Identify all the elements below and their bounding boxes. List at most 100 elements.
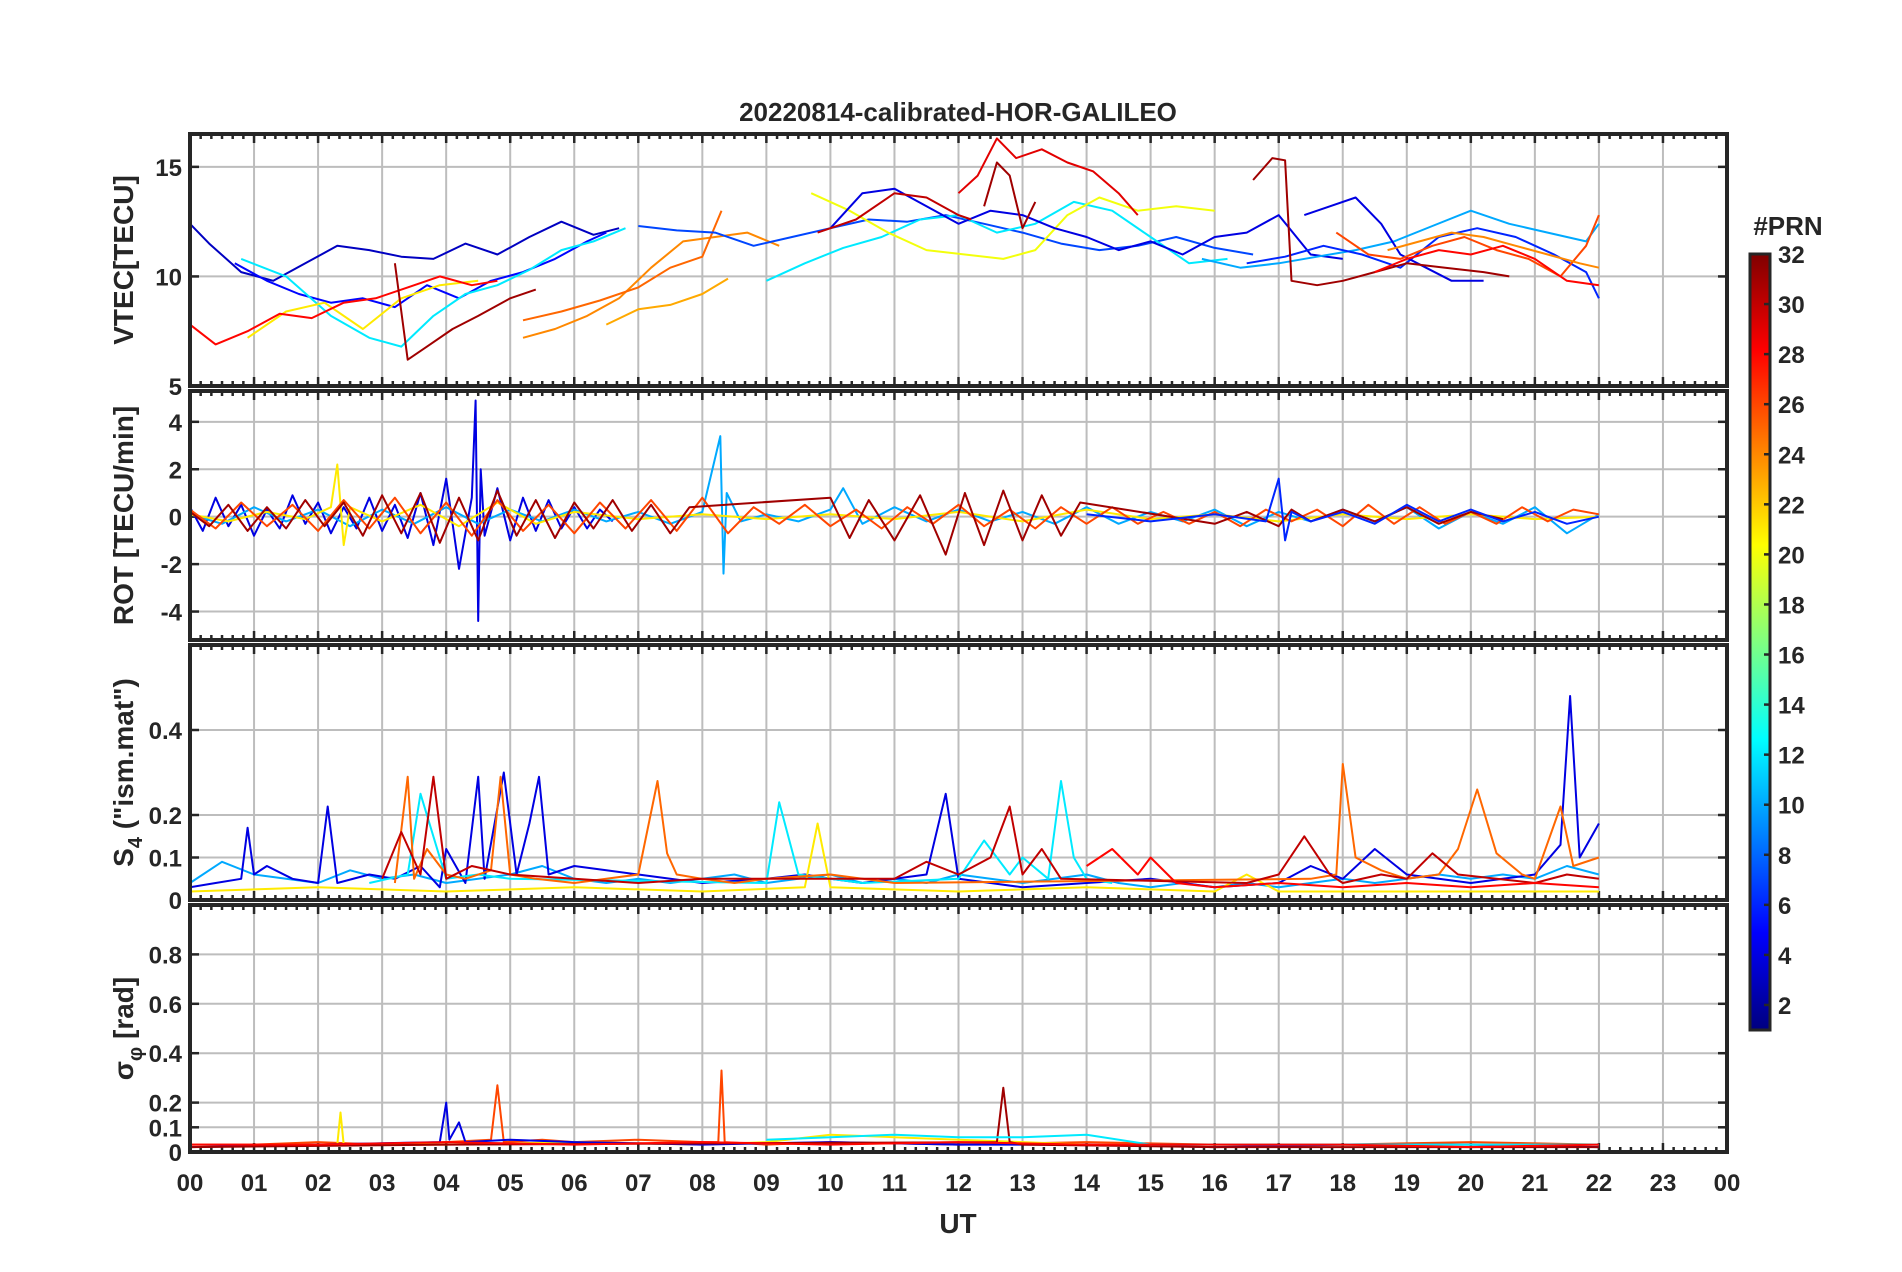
series-line-prn-6 [1086, 477, 1600, 542]
y-tick-label: 2 [169, 457, 182, 484]
y-axis-label-sub: φ [125, 1047, 147, 1061]
y-axis-label: σφ [rad] [108, 977, 147, 1080]
x-tick-label: 08 [689, 1170, 716, 1197]
colorbar-tick-label: 6 [1778, 893, 1791, 920]
panel-rot: -4 -2 0 2 4 ROT [TECU/min] [108, 389, 1729, 642]
y-axis-label-rest: ("ism.mat") [108, 678, 139, 837]
x-tick-label: 22 [1586, 1170, 1613, 1197]
series-line-prn-12 [240, 227, 626, 348]
colorbar-tick-label: 20 [1778, 542, 1805, 569]
colorbar-tick-label: 16 [1778, 643, 1805, 670]
series-line-prn-31 [190, 489, 1504, 556]
series-line-prn-21 [190, 822, 1599, 893]
colorbar-tick-label: 26 [1778, 392, 1805, 419]
y-tick-label: 0.6 [149, 992, 182, 1019]
colorbar-tick-label: 10 [1778, 793, 1805, 820]
series-group [190, 137, 1600, 361]
x-tick-label: 09 [753, 1170, 780, 1197]
series-line-prn-24 [522, 231, 780, 339]
y-tick-label: 0.1 [149, 1115, 182, 1142]
colorbar-tick-label: 8 [1778, 843, 1791, 870]
colorbar-tick-label: 30 [1778, 292, 1805, 319]
series-line-prn-3 [190, 220, 620, 282]
y-tick-label: 10 [155, 264, 182, 291]
colorbar-fill [1750, 254, 1770, 1030]
panel-frame [188, 389, 1729, 642]
series-line-prn-21 [247, 279, 479, 339]
series-line-prn-28 [1374, 244, 1600, 287]
x-tick-label: 16 [1201, 1170, 1228, 1197]
series-line-prn-28 [190, 275, 498, 346]
y-tick-label: 15 [155, 155, 182, 182]
y-tick-label: 0 [169, 1140, 182, 1167]
x-tick-label: 00 [1714, 1170, 1741, 1197]
y-tick-label: 4 [169, 410, 183, 437]
x-tick-label: 15 [1137, 1170, 1164, 1197]
series-group [190, 399, 1600, 622]
x-tick-label: 17 [1265, 1170, 1292, 1197]
x-tick-label: 02 [305, 1170, 332, 1197]
panel-frame [188, 643, 1729, 902]
x-tick-label: 03 [369, 1170, 396, 1197]
x-tick-label: 18 [1329, 1170, 1356, 1197]
y-axis-label-sub: 4 [125, 836, 147, 848]
y-axis-label-main: S [108, 848, 139, 867]
colorbar-frame [1748, 252, 1772, 1032]
colorbar-tick-label: 22 [1778, 492, 1805, 519]
x-tick-label: 04 [433, 1170, 460, 1197]
y-tick-label: 0.2 [149, 803, 182, 830]
y-tick-label: -2 [161, 552, 182, 579]
series-group [190, 1069, 1599, 1149]
series-line-prn-28 [190, 1141, 1599, 1149]
x-tick-label: 23 [1650, 1170, 1677, 1197]
colorbar-title: #PRN [1753, 211, 1822, 241]
y-tick-label: -4 [161, 600, 183, 627]
colorbar-tick-label: 18 [1778, 592, 1805, 619]
series-group [190, 695, 1600, 893]
colorbar-tick-label: 28 [1778, 342, 1805, 369]
series-line-prn-28 [1086, 848, 1599, 889]
y-tick-label: 5 [169, 374, 182, 401]
y-tick-label: 0.4 [149, 718, 183, 745]
series-line-prn-30 [381, 775, 1600, 884]
y-tick-label: 0 [169, 888, 182, 915]
x-tick-label: 19 [1393, 1170, 1420, 1197]
colorbar-tick-label: 4 [1778, 943, 1792, 970]
series-line-prn-25 [522, 210, 723, 322]
y-tick-label: 0.4 [149, 1041, 183, 1068]
series-line-prn-25 [393, 763, 1600, 884]
colorbar-tick-label: 14 [1778, 693, 1805, 720]
series-line-prn-23 [605, 277, 729, 326]
y-tick-label: 0.1 [149, 846, 182, 873]
series-line-prn-31 [983, 161, 1037, 230]
series-line-prn-7 [638, 214, 1254, 256]
colorbar-tick-label: 24 [1778, 442, 1805, 469]
y-tick-label: 0 [169, 505, 182, 532]
y-axis-label: S4 ("ism.mat") [108, 678, 147, 867]
colorbar-tick-label: 32 [1778, 242, 1805, 269]
x-tick-label: 00 [177, 1170, 204, 1197]
series-line-prn-4 [1303, 196, 1484, 282]
series-line-prn-4 [190, 695, 1600, 889]
x-tick-label: 20 [1457, 1170, 1484, 1197]
x-tick-label: 10 [817, 1170, 844, 1197]
x-tick-label: 21 [1522, 1170, 1549, 1197]
y-axis-label-rest: [rad] [108, 977, 139, 1047]
y-axis-label: ROT [TECU/min] [108, 406, 139, 625]
x-tick-label: 12 [945, 1170, 972, 1197]
series-line-prn-24 [1387, 231, 1600, 269]
colorbar-tick-label: 12 [1778, 743, 1805, 770]
series-line-prn-5 [234, 231, 607, 309]
x-tick-label: 11 [882, 1170, 907, 1197]
x-tick-label: 14 [1073, 1170, 1100, 1197]
series-line-prn-29 [957, 137, 1139, 216]
x-tick-label: 07 [625, 1170, 652, 1197]
panel-s4: 00.10.20.4S4 ("ism.mat") [108, 643, 1729, 915]
y-tick-label: 0.8 [149, 942, 182, 969]
x-tick-label: 01 [241, 1170, 268, 1197]
series-line-prn-12 [766, 1133, 1599, 1146]
panel-frame [188, 903, 1729, 1154]
